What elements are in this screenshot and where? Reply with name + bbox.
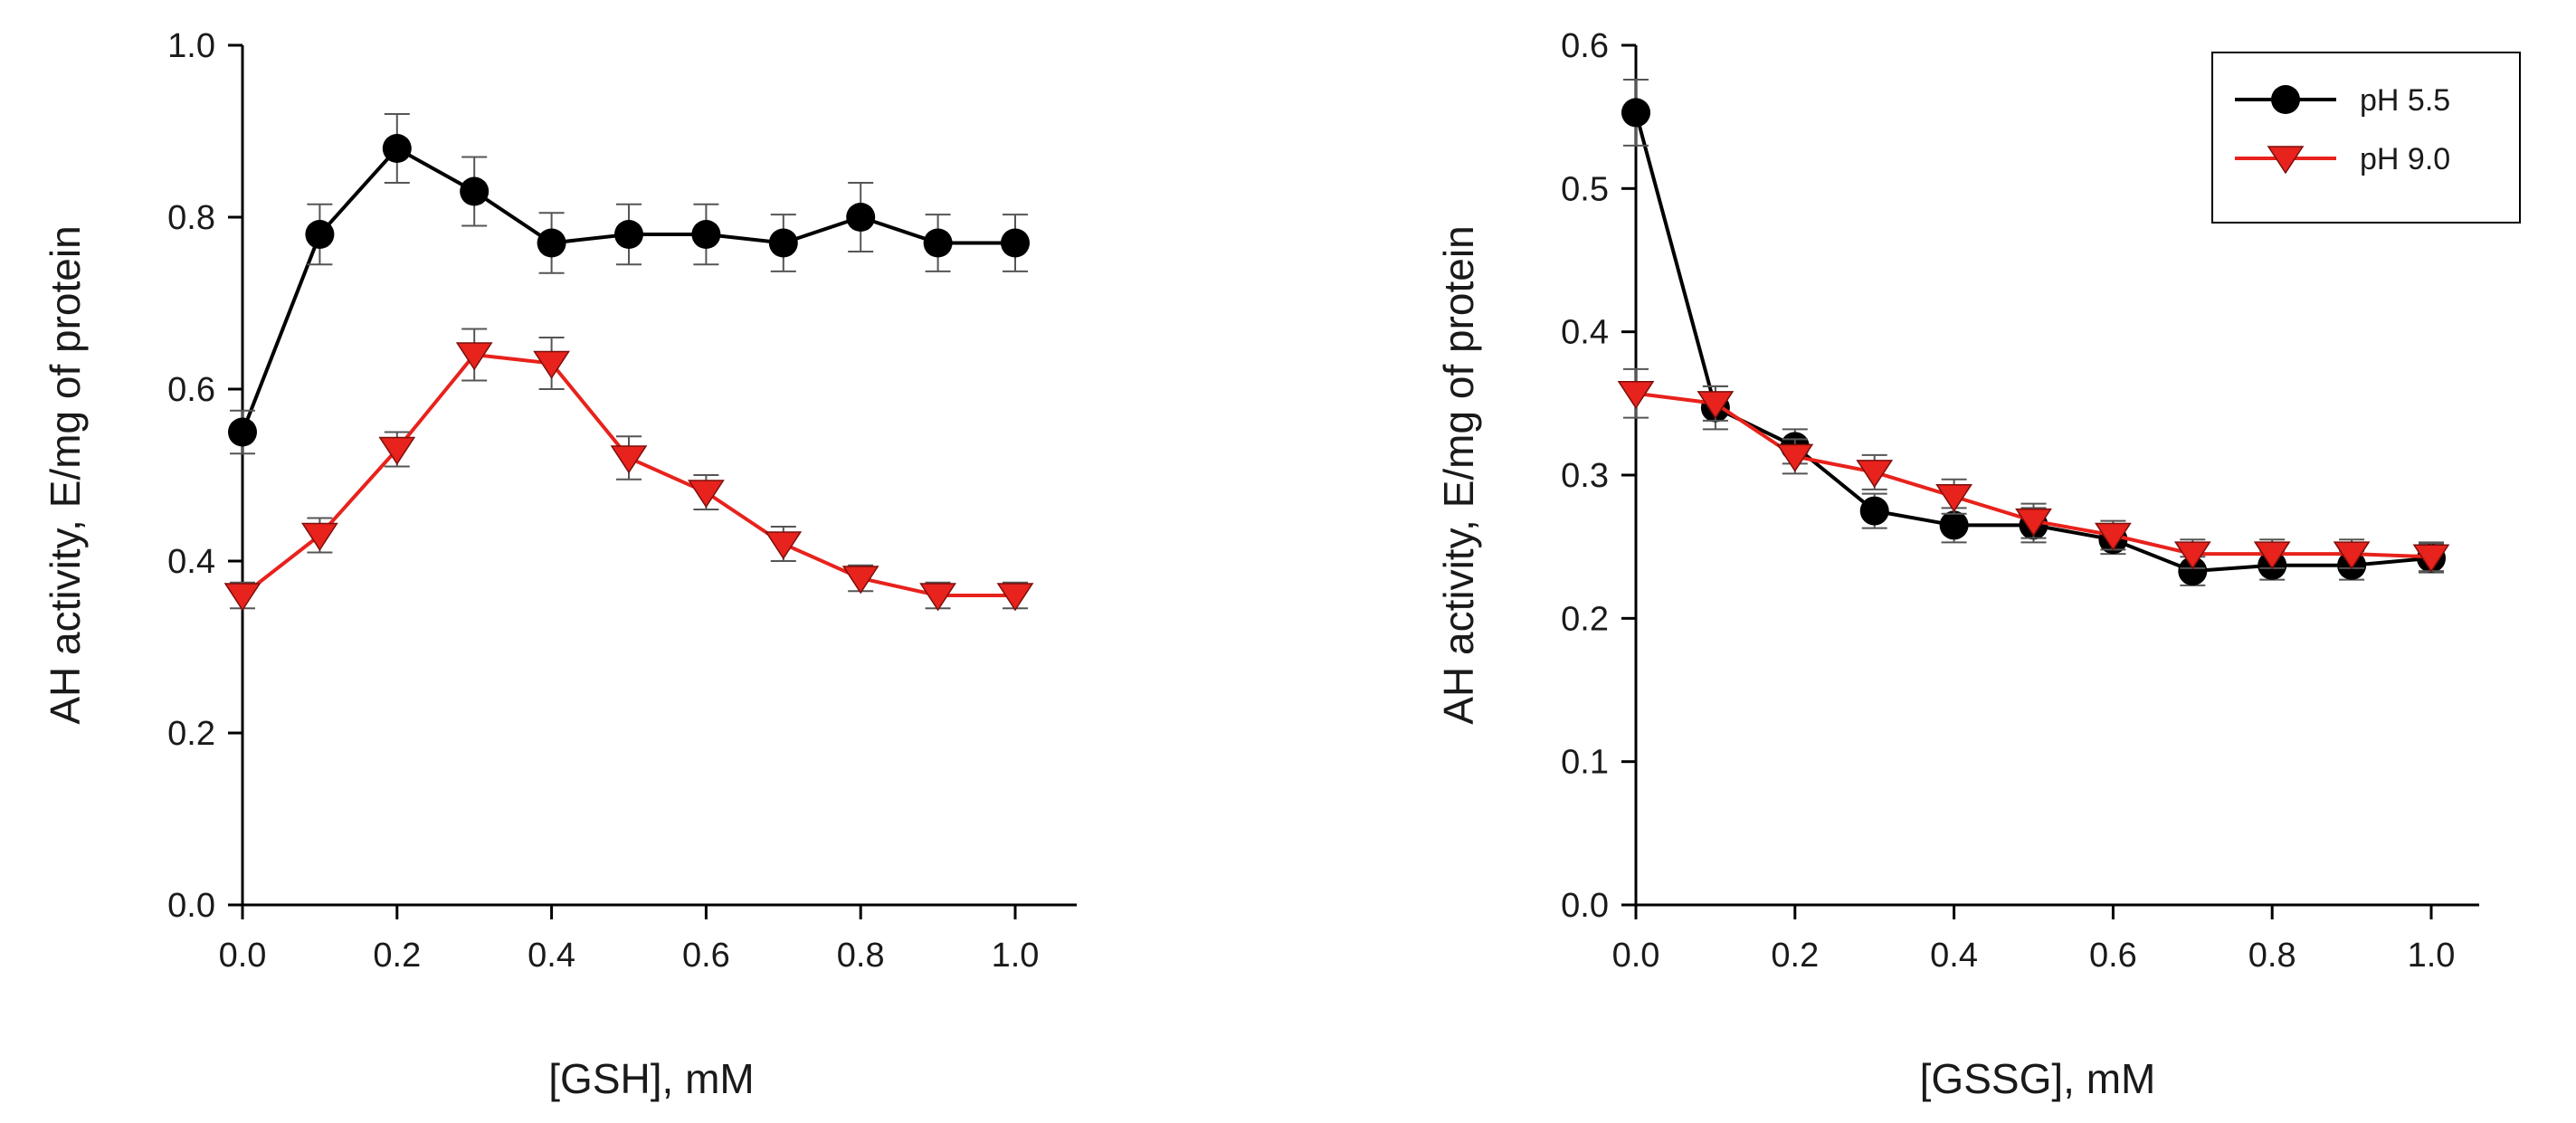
y-tick-label: 0.4 bbox=[1561, 314, 1609, 352]
x-tick-label: 0.4 bbox=[1930, 937, 1978, 975]
y-tick-label: 0.6 bbox=[1561, 27, 1609, 65]
y-tick-label: 0.2 bbox=[167, 715, 215, 753]
y-tick-label: 0.2 bbox=[1561, 600, 1609, 638]
data-point bbox=[223, 583, 261, 612]
series-line bbox=[241, 146, 1015, 433]
x-axis-title: [GSH], mM bbox=[548, 1055, 754, 1102]
legend-label-ph90: pH 9.0 bbox=[2360, 142, 2450, 176]
legend: pH 5.5 pH 9.0 bbox=[2211, 52, 2521, 224]
series-ph90 bbox=[223, 328, 1034, 612]
chart-panel-gssg: 0.0 0.1 0.2 0.3 0.4 0.5 0.6 0.0 0.2 0.4 0.6 0.8 1.0… bbox=[1435, 27, 2521, 1102]
data-point bbox=[2095, 522, 2132, 551]
x-tick-label: 0.4 bbox=[528, 937, 575, 975]
data-point bbox=[610, 445, 648, 474]
data-point bbox=[614, 220, 643, 249]
x-axis-title: [GSSG], mM bbox=[1920, 1055, 2156, 1102]
data-point bbox=[1859, 496, 1889, 526]
data-point bbox=[923, 228, 953, 258]
data-point bbox=[455, 342, 493, 371]
data-point bbox=[2412, 544, 2450, 573]
data-point bbox=[1935, 484, 1972, 513]
data-point bbox=[691, 220, 721, 249]
x-tick-label: 1.0 bbox=[2408, 937, 2456, 975]
legend-box bbox=[2211, 52, 2521, 224]
x-tick-label: 0.6 bbox=[2089, 937, 2137, 975]
data-point bbox=[919, 583, 956, 612]
data-point bbox=[1621, 98, 1650, 128]
data-point bbox=[688, 480, 725, 509]
legend-marker-ph55 bbox=[2271, 85, 2300, 114]
data-point bbox=[1776, 443, 1814, 472]
legend-label-ph55: pH 5.5 bbox=[2360, 83, 2450, 118]
x-tick-label: 0.0 bbox=[219, 937, 267, 975]
data-point bbox=[841, 566, 879, 595]
data-point bbox=[996, 583, 1034, 612]
data-point bbox=[533, 350, 570, 379]
data-point bbox=[1939, 510, 1969, 540]
x-tick-label: 0.8 bbox=[837, 937, 885, 975]
x-tick-label: 0.2 bbox=[373, 937, 421, 975]
y-tick-label: 0.1 bbox=[1561, 744, 1609, 782]
data-point bbox=[1697, 391, 1735, 420]
x-tick-label: 0.8 bbox=[2248, 937, 2296, 975]
series-ph55 bbox=[228, 113, 1030, 455]
legend-marker-ph90 bbox=[2267, 146, 2305, 175]
y-tick-label: 0.3 bbox=[1561, 457, 1609, 495]
data-point bbox=[2333, 541, 2371, 570]
data-point bbox=[460, 176, 490, 206]
x-tick-label: 1.0 bbox=[992, 937, 1040, 975]
data-point bbox=[378, 436, 416, 465]
y-axis-title: AH activity, E/mg of protein bbox=[1435, 225, 1482, 724]
data-point bbox=[1617, 381, 1655, 410]
chart-panel-gsh: 0.0 0.2 0.4 0.6 0.8 1.0 0.0 0.2 0.4 0.6 0.8 1.0 [G… bbox=[42, 27, 1077, 1102]
x-tick-label: 0.6 bbox=[682, 937, 730, 975]
data-point bbox=[2253, 541, 2291, 570]
series-ph90 bbox=[1617, 367, 2450, 573]
data-point bbox=[305, 220, 335, 249]
data-point bbox=[382, 134, 412, 163]
data-point bbox=[301, 522, 338, 551]
y-tick-label: 0.5 bbox=[1561, 170, 1609, 208]
y-tick-label: 0.8 bbox=[167, 199, 215, 237]
y-tick-label: 0.4 bbox=[167, 543, 215, 581]
y-tick-label: 0.0 bbox=[1561, 887, 1609, 925]
data-point bbox=[768, 228, 798, 258]
data-point bbox=[1001, 228, 1030, 258]
x-tick-label: 0.0 bbox=[1612, 937, 1660, 975]
data-point bbox=[2178, 557, 2208, 586]
data-point bbox=[2015, 508, 2052, 538]
data-point bbox=[2173, 541, 2211, 570]
y-axis-title: AH activity, E/mg of protein bbox=[42, 225, 89, 724]
y-tick-label: 0.6 bbox=[167, 371, 215, 409]
data-point bbox=[537, 228, 566, 258]
data-point bbox=[1856, 460, 1894, 489]
data-point bbox=[765, 531, 803, 560]
data-point bbox=[846, 203, 876, 232]
x-tick-label: 0.2 bbox=[1771, 937, 1819, 975]
y-tick-label: 1.0 bbox=[167, 27, 215, 65]
y-tick-label: 0.0 bbox=[167, 887, 215, 925]
data-point bbox=[228, 417, 257, 447]
